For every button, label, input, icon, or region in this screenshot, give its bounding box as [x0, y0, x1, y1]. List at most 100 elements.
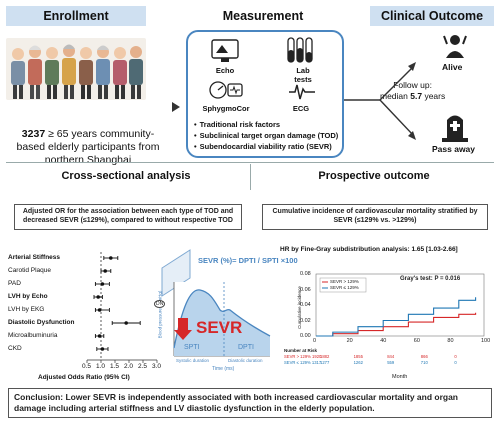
km-legend-label: SEVR ≤ 129% [330, 285, 359, 290]
section-divider [6, 162, 494, 163]
km-x-axis-label: Month [392, 374, 408, 380]
icon-label-ecg: ECG [292, 104, 310, 113]
km-risk-value: 0 [454, 354, 457, 359]
sevr-x-axis-label: Time (ms) [212, 366, 235, 372]
km-y-axis-label: Cumulative incidence [296, 286, 302, 329]
forest-tick-label: 2.0 [124, 363, 134, 370]
sevr-formula: SEVR (%)= DPTI / SPTI ×100 [198, 256, 298, 265]
forest-row-label: LVH by Echo [8, 293, 48, 300]
km-plot-svg [315, 273, 485, 337]
icon-label-sphygmocor: SphygmoCor [202, 104, 250, 113]
forest-row-label: CKD [8, 345, 22, 352]
bullet-risk-factors: Traditional risk factors [194, 120, 280, 129]
forest-row-label: LVH by EKG [8, 306, 45, 313]
header-enrollment: Enrollment [6, 6, 146, 26]
sevr-spti-label: SPTI [184, 344, 200, 351]
sevr-big-label: SEVR [196, 318, 243, 337]
km-risk-value: 1855 [353, 354, 363, 359]
sevr-waveform-svg [161, 249, 271, 357]
forest-tick-label: 3.0 [152, 363, 162, 370]
km-risk-value: 710 [420, 360, 428, 365]
participant-description: ≥ 65 years community-based elderly parti… [16, 128, 160, 166]
km-x-tick-label: 0 [313, 338, 317, 344]
km-x-tick-label: 60 [413, 338, 420, 344]
km-legend-box [319, 277, 367, 293]
km-y-tick-label: 0.08 [300, 271, 311, 277]
header-clinical-outcome: Clinical Outcome [370, 6, 494, 26]
bullet-sevr: Subendocardial viability ratio (SEVR) [194, 142, 332, 151]
km-curve-high-sevr [316, 312, 477, 337]
km-x-tick-label: 20 [346, 338, 353, 344]
km-title: HR by Fine-Gray subdistribution analysis… [280, 246, 458, 253]
forest-tick-label: 2.5 [138, 363, 148, 370]
km-risk-row-label: SEVR ≤ 129% 1317 [284, 360, 322, 365]
forest-point [96, 295, 100, 299]
km-risk-value: 559 [387, 360, 395, 365]
forest-tick-label: 1.5 [110, 363, 120, 370]
echo-icon [211, 39, 239, 62]
forest-point [97, 308, 102, 312]
km-x-tick-label: 80 [447, 338, 454, 344]
sevr-y-axis-label: Blood pressure (mmHg) [157, 290, 163, 339]
participant-count: 3237 [21, 128, 46, 140]
arrow-to-measurement-icon [172, 102, 180, 112]
enrollment-description: 3237 ≥ 65 years community-based elderly … [8, 128, 168, 167]
km-curve-low-sevr [316, 297, 477, 337]
forest-point [124, 321, 128, 325]
sevr-dpti-label: DPTI [238, 344, 254, 351]
km-y-tick-label: 0.02 [300, 317, 311, 324]
km-x-tick-label: 40 [380, 338, 387, 344]
lab-tubes-icon [287, 37, 313, 63]
km-y-tick-label: 0.06 [300, 286, 311, 293]
forest-point [100, 282, 105, 286]
alive-person-icon [443, 35, 467, 58]
km-risk-row-label: SEVR > 129% 1920 [284, 354, 322, 359]
sevr-diastolic-label: Diastolic duration [228, 358, 263, 363]
km-legend-label: SEVR > 129% [330, 279, 359, 284]
forest-row-label: Diastolic Dysfunction [8, 319, 75, 326]
sevr-diagram: SEVR (%)= DPTI / SPTI ×100 SEVR SPTI DPT… [154, 248, 298, 378]
sevr-systolic-label: Systolic duration [176, 358, 210, 363]
section-title-prospective: Prospective outcome [318, 170, 430, 182]
forest-point [100, 347, 105, 351]
km-chart: HR by Fine-Gray subdistribution analysis… [280, 246, 494, 386]
km-gray-test: Gray's test: P = 0.016 [400, 276, 461, 282]
conclusion-text: Conclusion: Lower SEVR is independently … [8, 388, 492, 418]
outcome-pass-away: Pass away [432, 144, 476, 154]
forest-tick-label: 1.0 [96, 363, 106, 370]
forest-plot: Arterial Stiffness Carotid Plaque PAD LVH b… [8, 252, 162, 382]
forest-point [97, 334, 102, 338]
tombstone-icon [442, 115, 468, 142]
km-y-tick-label: 0.04 [300, 302, 311, 308]
followup-line2: median 5.7 years [380, 91, 446, 101]
bullet-tod: Subclinical target organ damage (TOD) [194, 131, 339, 140]
forest-plot-svg [86, 252, 158, 363]
ecg-icon [289, 84, 315, 100]
vertical-divider [250, 164, 251, 190]
forest-row-label: Carotid Plaque [8, 267, 51, 274]
km-risk-title: Number at Risk [284, 348, 318, 353]
prospective-description: Cumulative incidence of cardiovascular m… [262, 204, 488, 230]
forest-row-label: PAD [8, 280, 21, 287]
measurement-panel: Echo Lab tests SphygmoCor ECG Traditiona… [186, 30, 344, 158]
followup-text: Follow up: median 5.7 years [380, 80, 445, 102]
km-risk-value: 1882 [320, 354, 330, 359]
forest-tick-label: 0.5 [82, 363, 92, 370]
km-risk-value: 844 [387, 354, 395, 359]
followup-value: 5.7 [410, 91, 423, 101]
icon-label-echo: Echo [215, 66, 235, 75]
forest-point [109, 256, 113, 260]
header-measurement: Measurement [222, 9, 304, 23]
forest-x-axis-title: Adjusted Odds Ratio (95% CI) [38, 374, 130, 381]
section-title-cross-sectional: Cross-sectional analysis [61, 170, 191, 182]
followup-line1: Follow up: [393, 80, 432, 90]
icon-label-lab: Lab tests [294, 66, 312, 84]
forest-row-label: Microalbuminuria [8, 332, 58, 339]
sphygmocor-icon [209, 81, 243, 99]
forest-row-label: Arterial Stiffness [8, 254, 61, 261]
sevr-notch-label: DN [154, 300, 166, 308]
km-risk-value: 866 [420, 354, 428, 359]
km-risk-value: 0 [454, 360, 457, 365]
km-risk-value: 1277 [320, 360, 330, 365]
km-y-tick-label: 0.00 [300, 333, 311, 339]
